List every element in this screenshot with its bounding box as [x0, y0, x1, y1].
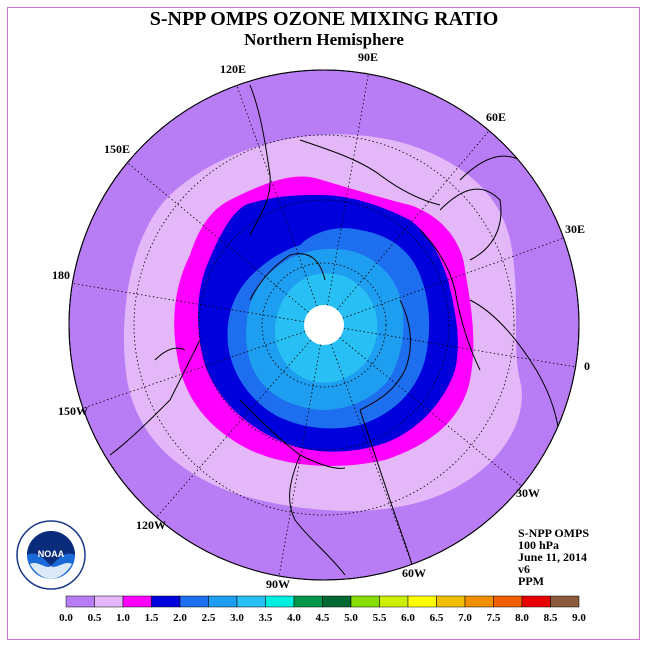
- lon-label-150e: 150E: [104, 142, 131, 156]
- lon-label-90w: 90W: [266, 577, 290, 591]
- pole-cap: [304, 305, 344, 345]
- colorbar-tick-label: 7.0: [458, 612, 472, 624]
- colorbar-tick-label: 2.5: [202, 612, 216, 624]
- lon-label-120w: 120W: [136, 518, 166, 532]
- map-subtitle: Northern Hemisphere: [244, 30, 404, 49]
- colorbar-tick-label: 3.0: [230, 612, 244, 624]
- map-title: S-NPP OMPS OZONE MIXING RATIO: [149, 8, 499, 30]
- lon-label-60e: 60E: [486, 110, 507, 124]
- colorbar-swatch: [464, 595, 494, 608]
- info-date: June 11, 2014: [518, 550, 588, 564]
- colorbar-tick-label: 4.5: [316, 612, 330, 624]
- colorbar-tick-label: 4.0: [287, 612, 301, 624]
- lon-label-90e: 90E: [358, 50, 379, 64]
- colorbar-swatch: [122, 595, 152, 608]
- lon-label-150w: 150W: [58, 404, 88, 418]
- info-pressure: 100 hPa: [518, 538, 560, 552]
- info-block: S-NPP OMPS 100 hPa June 11, 2014 v6 PPM: [518, 527, 589, 587]
- colorbar-swatch: [322, 595, 352, 608]
- colorbar-tick-label: 0.5: [88, 612, 102, 624]
- colorbar-swatch: [94, 595, 124, 608]
- colorbar-tick-label: 8.5: [544, 612, 558, 624]
- colorbar-swatch: [379, 595, 409, 608]
- colorbar-swatch: [151, 595, 181, 608]
- lon-label-180: 180: [52, 268, 70, 282]
- info-version: v6: [518, 562, 530, 576]
- colorbar-swatch: [436, 595, 466, 608]
- colorbar: 0.0 0.5 1.0 1.5 2.0 2.5 3.0 3.5 4.0 4.5 5.0 5.5 6.0 6…: [59, 595, 586, 624]
- colorbar-swatch: [65, 595, 95, 608]
- colorbar-tick-label: 2.0: [173, 612, 187, 624]
- colorbar-swatch: [265, 595, 295, 608]
- colorbar-tick-label: 5.5: [373, 612, 387, 624]
- colorbar-tick-label: 0.0: [59, 612, 73, 624]
- colorbar-tick-label: 1.5: [145, 612, 159, 624]
- graticule: [69, 70, 579, 580]
- colorbar-tick-label: 6.5: [430, 612, 444, 624]
- colorbar-swatch: [179, 595, 209, 608]
- colorbar-swatch: [407, 595, 437, 608]
- colorbar-tick-label: 6.0: [401, 612, 415, 624]
- info-units: PPM: [518, 574, 544, 588]
- colorbar-swatch: [350, 595, 380, 608]
- plot-frame: [7, 7, 640, 640]
- colorbar-swatch: [521, 595, 551, 608]
- colorbar-tick-label: 7.5: [487, 612, 501, 624]
- colorbar-tick-label: 1.0: [116, 612, 130, 624]
- lon-label-30e: 30E: [565, 222, 586, 236]
- noaa-logo: NOAA: [16, 520, 86, 590]
- noaa-logo-text: NOAA: [38, 549, 65, 559]
- colorbar-tick-label: 5.0: [344, 612, 358, 624]
- colorbar-swatch: [236, 595, 266, 608]
- hemisphere-outline: [68, 69, 580, 581]
- colorbar-tick-label: 3.5: [259, 612, 273, 624]
- info-satellite: S-NPP OMPS: [518, 526, 589, 540]
- colorbar-swatch: [550, 595, 580, 608]
- colorbar-tick-label: 9.0: [572, 612, 586, 624]
- colorbar-swatch: [208, 595, 238, 608]
- colorbar-swatch: [293, 595, 323, 608]
- colorbar-swatch: [493, 595, 523, 608]
- lon-label-30w: 30W: [516, 486, 540, 500]
- lon-label-120e: 120E: [220, 62, 247, 76]
- coastlines: [109, 84, 561, 576]
- lon-label-0: 0: [584, 359, 590, 373]
- colorbar-tick-label: 8.0: [515, 612, 529, 624]
- lon-label-60w: 60W: [402, 566, 426, 580]
